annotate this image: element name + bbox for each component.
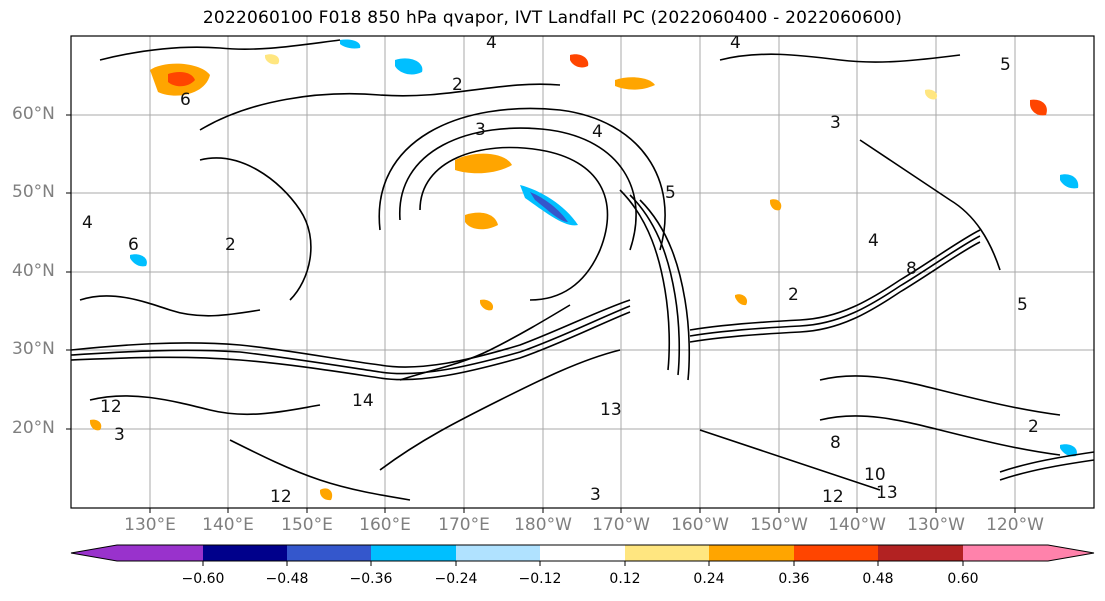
colorbar-segment: [287, 545, 371, 561]
colorbar-segment: [963, 545, 1048, 561]
lon-label-130e: 130°E: [124, 515, 176, 535]
map-title: 2022060100 F018 850 hPa qvapor, IVT Land…: [202, 8, 903, 28]
colorbar-segment: [117, 545, 203, 561]
lat-label-50n: 50°N: [12, 182, 55, 202]
tick-marks: [66, 114, 1016, 513]
colorbar-segment: [878, 545, 963, 561]
lat-label-30n: 30°N: [12, 339, 55, 359]
contour-label-group: 4 4 5 2 3 3 4 6 2 5 4 8 5 2 14 12 12 13 …: [82, 33, 1039, 507]
lat-label-60n: 60°N: [12, 104, 55, 124]
lon-label-180w: 180°W: [514, 515, 572, 535]
contour-label: 5: [1000, 55, 1011, 75]
lon-label-160w: 160°W: [671, 515, 729, 535]
contour-label: 4: [730, 33, 741, 53]
lon-label-140e: 140°E: [202, 515, 254, 535]
contour-label: 13: [876, 483, 898, 503]
contour-label: 5: [1017, 295, 1028, 315]
lon-label-120w: 120°W: [986, 515, 1044, 535]
colorbar-outline: [70, 544, 1095, 562]
contour-label: 14: [352, 391, 374, 411]
lon-label-140w: 140°W: [828, 515, 886, 535]
contour-label: 2: [1028, 417, 1039, 437]
contour-label: 4: [868, 231, 879, 251]
colorbar-segment: [709, 545, 794, 561]
contour-label: 5: [665, 183, 676, 203]
lon-label-170w: 170°W: [592, 515, 650, 535]
lat-label-40n: 40°N: [12, 261, 55, 281]
colorbar-tick-label: 0.36: [778, 571, 810, 587]
colorbar-max-extension: [1048, 545, 1094, 561]
contour-label: 8: [830, 433, 841, 453]
colorbar-segment: [456, 545, 540, 561]
colorbar-tick-label: 0.48: [862, 571, 894, 587]
contour-label: 6: [180, 90, 191, 110]
contour-label: 3: [475, 120, 486, 140]
contour-label: 2: [225, 235, 236, 255]
colorbar-tick-label: −0.24: [434, 571, 478, 587]
ivt-contours: [70, 39, 1095, 501]
colorbar-segment: [203, 545, 287, 561]
colorbar-segment: [540, 545, 625, 561]
contour-label: 12: [100, 397, 122, 417]
lon-label-150e: 150°E: [281, 515, 333, 535]
colorbar: [70, 544, 1095, 566]
lon-label-170e: 170°E: [438, 515, 490, 535]
colorbar-tick-label: −0.60: [181, 571, 225, 587]
contour-label: 4: [592, 122, 603, 142]
contour-label: 3: [830, 113, 841, 133]
colorbar-segment: [371, 545, 456, 561]
contour-label: 8: [906, 259, 917, 279]
contour-label: 4: [82, 213, 93, 233]
contour-label: 3: [590, 485, 601, 505]
colorbar-tick-label: 0.60: [947, 571, 979, 587]
contour-label: 3: [114, 425, 125, 445]
colorbar-segment: [794, 545, 878, 561]
colorbar-tick-label: 0.24: [693, 571, 725, 587]
contour-label: 2: [788, 285, 799, 305]
lon-label-130w: 130°W: [907, 515, 965, 535]
contour-label: 12: [822, 487, 844, 507]
contour-label: 12: [270, 487, 292, 507]
colorbar-tick-label: −0.12: [518, 571, 562, 587]
contour-label: 4: [486, 33, 497, 53]
colorbar-tick-label: 0.12: [609, 571, 641, 587]
qvapor-shading: [90, 39, 1079, 501]
colorbar-tick-label: −0.36: [349, 571, 393, 587]
lat-label-20n: 20°N: [12, 418, 55, 438]
contour-label: 2: [452, 75, 463, 95]
contour-label: 6: [128, 235, 139, 255]
contour-label: 10: [864, 465, 886, 485]
contour-label: 13: [600, 400, 622, 420]
lon-label-150w: 150°W: [750, 515, 808, 535]
colorbar-segment: [625, 545, 709, 561]
colorbar-tick-label: −0.48: [265, 571, 309, 587]
lon-label-160e: 160°E: [359, 515, 411, 535]
colorbar-min-extension: [71, 545, 117, 561]
